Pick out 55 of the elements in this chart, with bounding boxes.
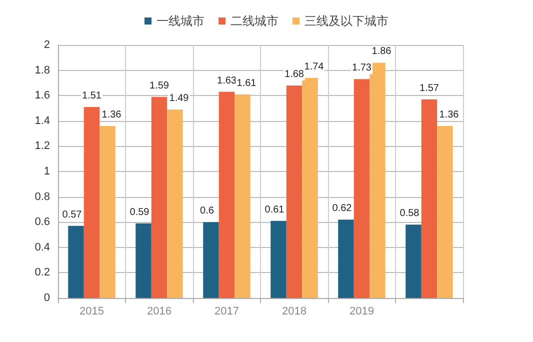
y-tick-label: 1.4: [34, 114, 50, 127]
bar: [421, 99, 438, 298]
data-label: 1.74: [304, 61, 324, 72]
bar: [68, 226, 84, 298]
y-tick-label: 0.6: [34, 216, 50, 228]
bar: [338, 220, 354, 298]
data-label: 1.73: [352, 62, 372, 74]
legend-label: 二线城市: [230, 14, 278, 28]
bar: [302, 78, 318, 298]
y-tick-label: 0.4: [34, 241, 50, 254]
bar: [234, 94, 250, 298]
data-label: 0.62: [332, 203, 352, 214]
x-tick-label: 2019: [350, 306, 374, 318]
y-tick-label: 1.2: [34, 140, 50, 152]
data-label: 1.36: [102, 109, 122, 120]
bar: [167, 110, 183, 298]
data-label: 1.68: [284, 68, 304, 80]
data-label: 1.51: [82, 90, 102, 102]
x-tick-label: 2018: [282, 306, 306, 318]
bar: [406, 224, 422, 298]
data-label: 1.49: [169, 93, 190, 104]
bar: [270, 220, 286, 298]
y-tick-label: 1: [44, 166, 50, 178]
x-tick-label: 2015: [80, 306, 104, 318]
data-label: 0.6: [200, 206, 214, 217]
legend-label: 三线及以下城市: [304, 14, 388, 28]
x-tick-label: 2017: [214, 306, 239, 318]
bar: [151, 96, 168, 298]
data-label: 1.61: [236, 78, 257, 89]
y-tick-label: 2: [44, 39, 50, 51]
legend-label: 一线城市: [156, 14, 204, 28]
y-tick-label: 0.8: [34, 190, 50, 203]
y-tick-label: 0.2: [34, 266, 50, 279]
bar: [203, 222, 219, 298]
bar: [437, 126, 453, 298]
data-label: 0.61: [264, 204, 285, 216]
data-label: 1.36: [439, 109, 460, 120]
data-label: 0.58: [400, 208, 420, 220]
bar: [286, 85, 302, 298]
data-label: 0.59: [130, 206, 150, 218]
y-tick-label: 1.8: [34, 64, 50, 76]
bar: [218, 92, 235, 298]
bar: [370, 62, 386, 298]
data-label: 1.59: [150, 80, 170, 92]
bar: [100, 126, 116, 298]
bar: [84, 106, 100, 298]
x-tick-label: 2016: [147, 306, 172, 318]
y-tick-label: 0: [44, 292, 50, 304]
bar: [354, 79, 370, 298]
data-label: 1.86: [372, 46, 392, 58]
data-label: 0.57: [62, 209, 82, 220]
data-label: 1.63: [217, 75, 237, 86]
data-label: 1.57: [420, 82, 440, 94]
bar: [136, 223, 152, 298]
y-tick-label: 1.6: [34, 90, 50, 102]
